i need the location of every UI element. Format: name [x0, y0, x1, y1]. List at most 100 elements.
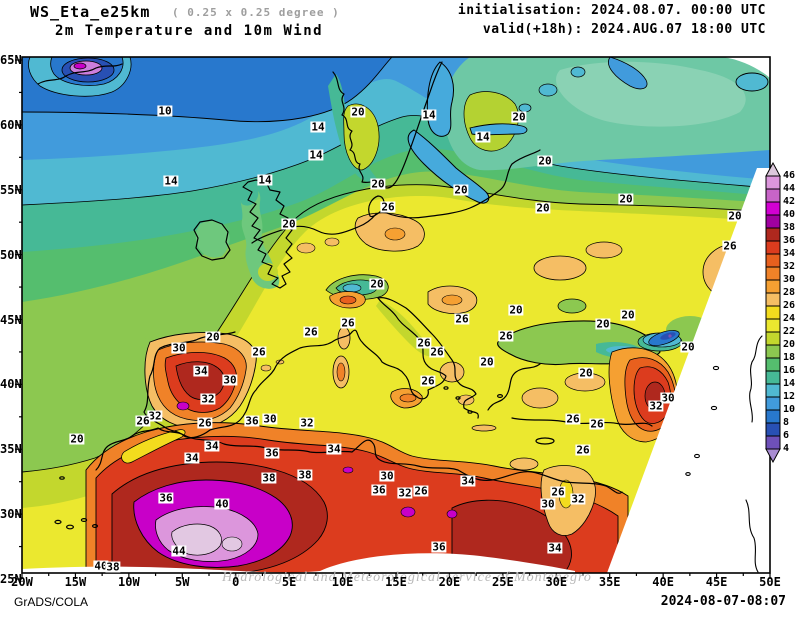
colorbar-tick-label: 8	[783, 417, 790, 428]
lon-tick-label: 0	[232, 575, 240, 589]
contour-label: 14	[421, 108, 437, 122]
plot-title: 2m Temperature and 10m Wind	[55, 23, 324, 39]
axis-ticks	[15, 59, 771, 580]
colorbar-cell	[765, 175, 781, 190]
colorbar-tick-label: 36	[783, 235, 796, 246]
contour-label: 34	[326, 442, 342, 456]
contour-label: 30	[540, 497, 556, 511]
temperature-field	[22, 57, 770, 573]
contour-label: 20	[205, 330, 221, 344]
contour-label: 36	[264, 446, 280, 460]
contour-label: 26	[565, 412, 581, 426]
contour-label: 26	[722, 239, 738, 253]
lon-tick-label: 5W	[175, 575, 190, 589]
colorbar-tick-label: 34	[783, 248, 796, 259]
contour-label: 34	[193, 364, 209, 378]
lat-tick-label: 60N	[0, 117, 22, 132]
colorbar-tick-label: 26	[783, 300, 796, 311]
contour-label: 26	[251, 345, 267, 359]
colorbar-tick-label: 30	[783, 274, 796, 285]
colorbar-cell	[765, 383, 781, 398]
contour-label: 36	[158, 491, 174, 505]
colorbar-cell	[765, 396, 781, 411]
lat-tick-label: 25N	[0, 572, 22, 586]
contour-label: 26	[197, 416, 213, 430]
lon-tick-label: 10W	[118, 575, 140, 589]
contour-label: 32	[200, 392, 216, 406]
lon-tick-label: 20W	[11, 575, 33, 589]
colorbar-cell	[765, 318, 781, 333]
contour-label: 20	[727, 209, 743, 223]
contour-label: 20	[370, 177, 386, 191]
contour-label: 20	[453, 183, 469, 197]
contour-label: 26	[575, 443, 591, 457]
colorbar-tick-label: 18	[783, 352, 796, 363]
contour-label: 14	[475, 130, 491, 144]
colorbar-tick-label: 10	[783, 404, 796, 415]
colorbar-cell	[765, 305, 781, 320]
colorbar-tick-label: 28	[783, 287, 796, 298]
contour-label: 26	[454, 312, 470, 326]
lat-tick-label: 30N	[0, 507, 22, 522]
contour-label: 30	[222, 373, 238, 387]
lon-tick-label: 15E	[385, 575, 407, 589]
colorbar-cell	[765, 266, 781, 281]
model-name: WS_Eta_e25km	[30, 3, 151, 21]
lat-tick-label: 45N	[0, 312, 22, 327]
contour-label: 20	[620, 308, 636, 322]
colorbar-tick-label: 46	[783, 170, 796, 181]
contour-label: 32	[570, 492, 586, 506]
colorbar-cell	[765, 292, 781, 307]
colorbar-cell	[765, 422, 781, 437]
contour-label: 40	[214, 497, 230, 511]
coastlines	[37, 61, 653, 530]
contour-label: 30	[262, 412, 278, 426]
contour-label: 10	[157, 104, 173, 118]
contour-label: 30	[660, 391, 676, 405]
contour-label: 20	[508, 303, 524, 317]
contour-label: 14	[257, 173, 273, 187]
contour-label: 14	[308, 148, 324, 162]
colorbar-cell	[765, 409, 781, 424]
contour-label: 30	[379, 469, 395, 483]
contour-label: 38	[297, 468, 313, 482]
contour-label: 20	[595, 317, 611, 331]
contour-label: 38	[105, 560, 121, 574]
contour-label: 26	[135, 414, 151, 428]
contour-label: 26	[413, 484, 429, 498]
colorbar-tick-label: 40	[783, 209, 796, 220]
lat-tick-label: 55N	[0, 182, 22, 197]
colorbar-tick-label: 20	[783, 339, 796, 350]
contour-label: 20	[281, 217, 297, 231]
contour-label: 40	[93, 559, 109, 573]
contour-label: 44	[171, 544, 187, 558]
colorbar-cell	[765, 279, 781, 294]
contour-label: 20	[369, 277, 385, 291]
contour-label: 20	[618, 192, 634, 206]
lat-tick-label: 50N	[0, 247, 22, 262]
contour-label: 26	[429, 345, 445, 359]
contour-label: 20	[537, 154, 553, 168]
lat-tick-label: 35N	[0, 442, 22, 457]
contour-label: 20	[578, 366, 594, 380]
lon-tick-label: 5E	[281, 575, 297, 589]
lon-tick-label: 30E	[545, 575, 568, 589]
colorbar-cell	[765, 435, 781, 450]
contour-label: 26	[340, 316, 356, 330]
contour-label: 32	[397, 486, 413, 500]
contour-label: 20	[69, 432, 85, 446]
colorbar-cell	[765, 240, 781, 255]
colorbar-tick-label: 12	[783, 391, 796, 402]
colorbar-tick-label: 32	[783, 261, 796, 272]
colorbar-cell	[765, 201, 781, 216]
contour-label: 34	[204, 439, 220, 453]
lon-tick-label: 20E	[438, 575, 461, 589]
contour-label: 26	[380, 200, 396, 214]
contour-label: 32	[147, 409, 163, 423]
colorbar-cell	[765, 227, 781, 242]
colorbar-cell	[765, 331, 781, 346]
contour-label: 36	[371, 483, 387, 497]
contour-label: 32	[299, 416, 315, 430]
watermark: Hydrological and Meteorological service …	[222, 570, 592, 585]
